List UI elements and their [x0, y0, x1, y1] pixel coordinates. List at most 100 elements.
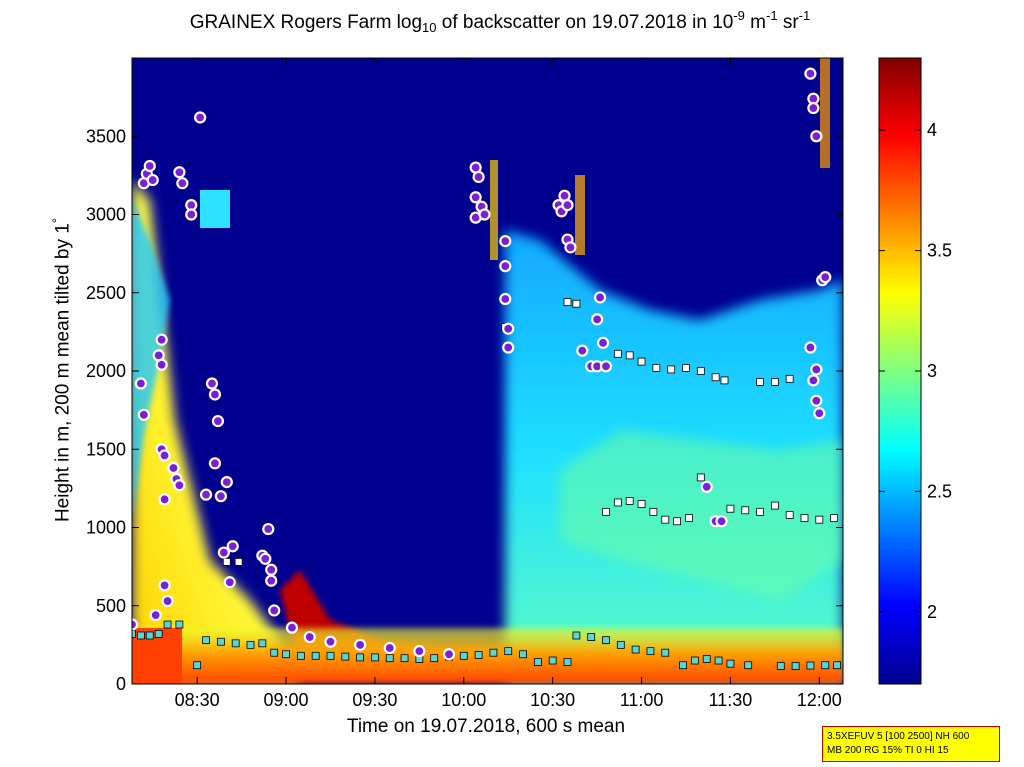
cloud-base-point — [205, 377, 219, 390]
cloud-streak — [820, 58, 830, 168]
upper-layer-point — [711, 373, 720, 382]
morning-residual-layer — [132, 180, 300, 684]
title-superscript: -9 — [733, 8, 745, 23]
cloud-base-point — [134, 377, 147, 390]
cloud-base-point — [208, 457, 222, 470]
layer-point — [202, 636, 210, 645]
upper-layer-point — [770, 378, 779, 386]
upper-layer-point — [613, 349, 622, 358]
colorbar — [878, 57, 922, 685]
x-tick-label: 08:30 — [175, 690, 220, 710]
cloud-base-point — [137, 408, 150, 421]
cloud-base-point — [804, 67, 817, 80]
layer-point — [519, 650, 527, 659]
upper-layer-point — [785, 511, 794, 519]
x-tick-label: 10:30 — [530, 690, 575, 710]
y-tick-label: 3500 — [86, 126, 126, 146]
cloud-base-point — [804, 341, 817, 354]
layer-point — [193, 661, 202, 670]
layer-point — [791, 662, 800, 670]
layer-point — [587, 633, 596, 641]
upper-haze-left — [132, 200, 170, 520]
cloud-streak — [575, 175, 585, 255]
cloud-base-point — [700, 480, 713, 493]
cloud-base-point — [564, 241, 577, 254]
cloud-base-point — [259, 552, 272, 565]
y-tick-label: 1500 — [86, 439, 126, 459]
cloud-base-point — [155, 333, 168, 346]
layer-point — [631, 645, 640, 654]
upper-layer-point — [625, 351, 634, 360]
cloud-base-point — [561, 199, 574, 212]
x-tick-label: 12:00 — [797, 690, 842, 710]
layer-point — [231, 639, 240, 648]
title-part: m — [744, 12, 767, 33]
layer-point — [489, 648, 498, 657]
upper-layer-point — [682, 363, 690, 372]
title-part: GRAINEX Rogers Farm log — [189, 12, 423, 33]
title-part: sr — [777, 12, 799, 33]
cloud-base-point — [819, 271, 832, 284]
cloud-base-point — [502, 322, 515, 335]
cloud-base-point — [199, 488, 213, 501]
layer-point — [145, 631, 154, 640]
layer-point — [474, 651, 483, 659]
layer-point — [776, 662, 785, 670]
parameter-box: 3.5XEFUV 5 [100 2500] NH 600 MB 200 RG 1… — [822, 726, 1000, 762]
y-tick-label: 2500 — [86, 283, 126, 303]
degree-symbol: ° — [49, 217, 65, 224]
layer-point — [548, 656, 557, 665]
upper-layer-point — [563, 298, 572, 307]
cloud-base-point — [185, 208, 198, 221]
cloud-base-point — [499, 260, 512, 273]
layer-point — [341, 652, 350, 661]
near-surface-layer — [132, 628, 843, 684]
cloud-patch — [200, 190, 230, 228]
upper-layer-point — [785, 374, 794, 383]
x-tick-label: 10:00 — [441, 690, 486, 710]
cloud-base-point — [354, 638, 367, 651]
layer-point — [646, 647, 655, 656]
upper-layer-point — [685, 514, 693, 523]
cloud-base-point — [223, 576, 236, 589]
cloud-base-point — [208, 388, 222, 401]
cloud-base-point — [810, 130, 823, 143]
cloud-base-point — [158, 579, 171, 592]
upper-layer-point — [741, 506, 750, 515]
cloud-base-point — [132, 618, 139, 631]
cloud-base-point — [211, 414, 225, 428]
layer-point — [356, 653, 365, 662]
upper-layer-point — [830, 514, 839, 523]
layer-point — [726, 659, 735, 668]
layer-point — [833, 661, 841, 670]
cloud-base-point — [194, 111, 207, 124]
layer-point — [572, 631, 581, 640]
layer-point — [430, 654, 439, 663]
cloud-base-point — [155, 358, 168, 371]
colorbar-tick-label: 4 — [927, 120, 937, 140]
upper-layer-point — [613, 498, 622, 507]
cloud-base-point — [499, 235, 512, 248]
cloud-base-point — [268, 604, 281, 617]
parameter-line-1: 3.5XEFUV 5 [100 2500] NH 600 — [827, 731, 970, 742]
cloud-streak — [490, 160, 498, 260]
colorbar-tick-label: 2 — [927, 602, 937, 622]
cloud-base-point — [176, 177, 189, 190]
cloud-base-point — [173, 166, 186, 179]
layer-point — [154, 630, 163, 638]
layer-point — [400, 654, 409, 663]
upper-layer-point — [649, 507, 658, 516]
chart-title: GRAINEX Rogers Farm log10 of backscatter… — [0, 8, 1000, 35]
marker-layer — [132, 67, 841, 670]
cloud-base-point — [593, 291, 607, 304]
layer-point — [602, 636, 610, 645]
cloud-base-point — [324, 635, 337, 648]
y-axis-label-text: Height in m, 200 m mean tilted by 1 — [52, 223, 74, 523]
layer-point — [270, 648, 279, 657]
y-tick-label: 0 — [116, 674, 126, 694]
layer-point — [296, 651, 305, 660]
layer-point — [258, 639, 267, 648]
cloud-base-point — [220, 476, 233, 489]
upper-layer-point — [652, 363, 661, 372]
